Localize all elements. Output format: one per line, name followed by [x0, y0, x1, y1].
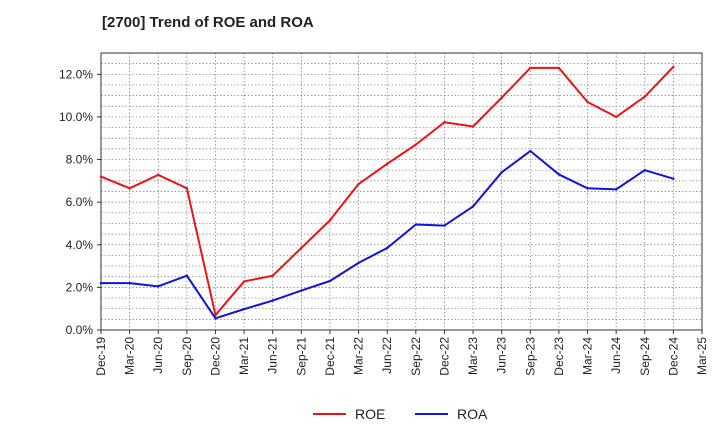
data-point-roa [271, 299, 274, 302]
data-point-roe [357, 182, 360, 186]
data-point-roa [357, 261, 360, 265]
x-tick-label: Mar-25 [695, 337, 709, 375]
y-tick-label: 8.0% [66, 153, 94, 167]
data-point-roe [328, 219, 332, 222]
data-point-roa [557, 173, 561, 176]
x-tick-label: Jun-21 [266, 337, 280, 374]
x-tick-label: Dec-23 [552, 337, 566, 376]
data-point-roe [471, 125, 475, 128]
data-point-roa [128, 281, 131, 285]
data-point-roa [300, 289, 303, 292]
y-tick-label: 12.0% [59, 67, 93, 81]
data-point-roa [185, 274, 189, 277]
x-tick-label: Jun-20 [151, 337, 165, 374]
x-tick-label: Dec-22 [437, 337, 451, 376]
x-tick-label: Sep-21 [294, 337, 308, 376]
x-tick-label: Sep-20 [180, 337, 194, 376]
x-tick-label: Dec-19 [94, 337, 108, 376]
data-point-roe [157, 173, 160, 177]
x-tick-label: Mar-20 [123, 337, 137, 375]
x-tick-label: Mar-22 [352, 337, 366, 375]
data-point-roa [242, 307, 246, 311]
data-point-roe [586, 100, 589, 104]
chart-title: [2700] Trend of ROE and ROA [102, 14, 314, 31]
data-point-roa [214, 317, 217, 320]
data-point-roe [443, 121, 446, 124]
data-point-roe [529, 66, 532, 70]
legend-label-roe: ROE [355, 406, 385, 422]
data-point-roa [500, 171, 503, 174]
data-point-roe [414, 143, 418, 146]
y-tick-label: 6.0% [66, 195, 94, 209]
data-point-roa [471, 205, 475, 208]
data-point-roe [557, 66, 561, 70]
y-tick-label: 4.0% [66, 238, 94, 252]
data-point-roe [99, 175, 103, 178]
series-layer [99, 65, 675, 320]
x-tick-label: Sep-23 [523, 337, 537, 376]
legend: ROE ROA [313, 406, 488, 422]
x-tick-label: Dec-20 [208, 337, 222, 376]
y-axis: 0.0% 2.0% 4.0% 6.0% 8.0% 10.0% 12.0% [59, 67, 101, 337]
data-point-roa [99, 281, 103, 285]
x-tick-label: Dec-21 [323, 337, 337, 376]
plot-frame [100, 52, 703, 331]
x-axis: Dec-19 Mar-20 Jun-20 Sep-20 Dec-20 Mar-21 Jun-… [94, 330, 709, 376]
data-point-roa [643, 168, 646, 172]
y-tick-label: 10.0% [59, 110, 93, 124]
x-tick-label: Sep-22 [409, 337, 423, 376]
legend-label-roa: ROA [457, 406, 488, 422]
y-tick-label: 2.0% [66, 280, 94, 294]
data-point-roe [271, 274, 274, 277]
data-point-roa [385, 246, 389, 250]
data-point-roe [385, 162, 389, 165]
x-tick-label: Dec-24 [666, 337, 680, 376]
data-point-roe [500, 96, 503, 99]
data-point-roa [443, 224, 446, 227]
y-tick-label: 0.0% [66, 323, 94, 337]
data-point-roe [672, 65, 675, 69]
data-point-roa [614, 188, 618, 191]
data-point-roa [328, 279, 332, 283]
data-point-roa [414, 223, 418, 226]
data-point-roe [614, 115, 618, 119]
grid [101, 53, 702, 330]
x-tick-label: Jun-22 [380, 337, 394, 374]
x-tick-label: Jun-24 [609, 337, 623, 374]
x-tick-label: Sep-24 [638, 337, 652, 376]
x-tick-label: Mar-24 [581, 337, 595, 375]
data-point-roe [643, 95, 646, 98]
data-point-roa [672, 177, 675, 180]
data-point-roe [242, 280, 246, 283]
x-tick-label: Mar-23 [466, 337, 480, 375]
data-point-roe [300, 246, 303, 250]
data-point-roe [128, 187, 131, 190]
data-point-roa [157, 285, 160, 288]
data-point-roa [529, 149, 532, 153]
x-tick-label: Jun-23 [495, 337, 509, 374]
x-tick-label: Mar-21 [237, 337, 251, 375]
data-point-roe [185, 187, 189, 190]
data-point-roa [586, 187, 589, 190]
